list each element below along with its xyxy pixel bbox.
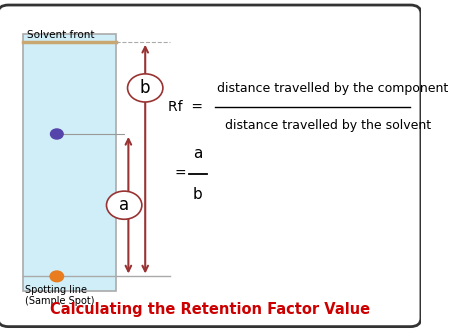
Text: b: b — [193, 187, 203, 202]
Text: a: a — [119, 196, 129, 214]
Text: Spotting line
(Sample Spot): Spotting line (Sample Spot) — [25, 285, 95, 306]
Text: b: b — [140, 79, 150, 97]
Text: distance travelled by the component: distance travelled by the component — [217, 82, 448, 95]
Circle shape — [107, 191, 142, 219]
FancyBboxPatch shape — [0, 5, 421, 327]
Circle shape — [50, 271, 64, 282]
Circle shape — [51, 129, 63, 139]
Text: =: = — [175, 167, 186, 181]
FancyBboxPatch shape — [23, 34, 116, 291]
Text: Solvent front: Solvent front — [27, 30, 94, 40]
Circle shape — [128, 74, 163, 102]
Text: Calculating the Retention Factor Value: Calculating the Retention Factor Value — [50, 303, 371, 317]
Text: distance travelled by the solvent: distance travelled by the solvent — [225, 119, 431, 132]
Text: Rf  =: Rf = — [168, 100, 203, 114]
Text: a: a — [193, 146, 202, 161]
